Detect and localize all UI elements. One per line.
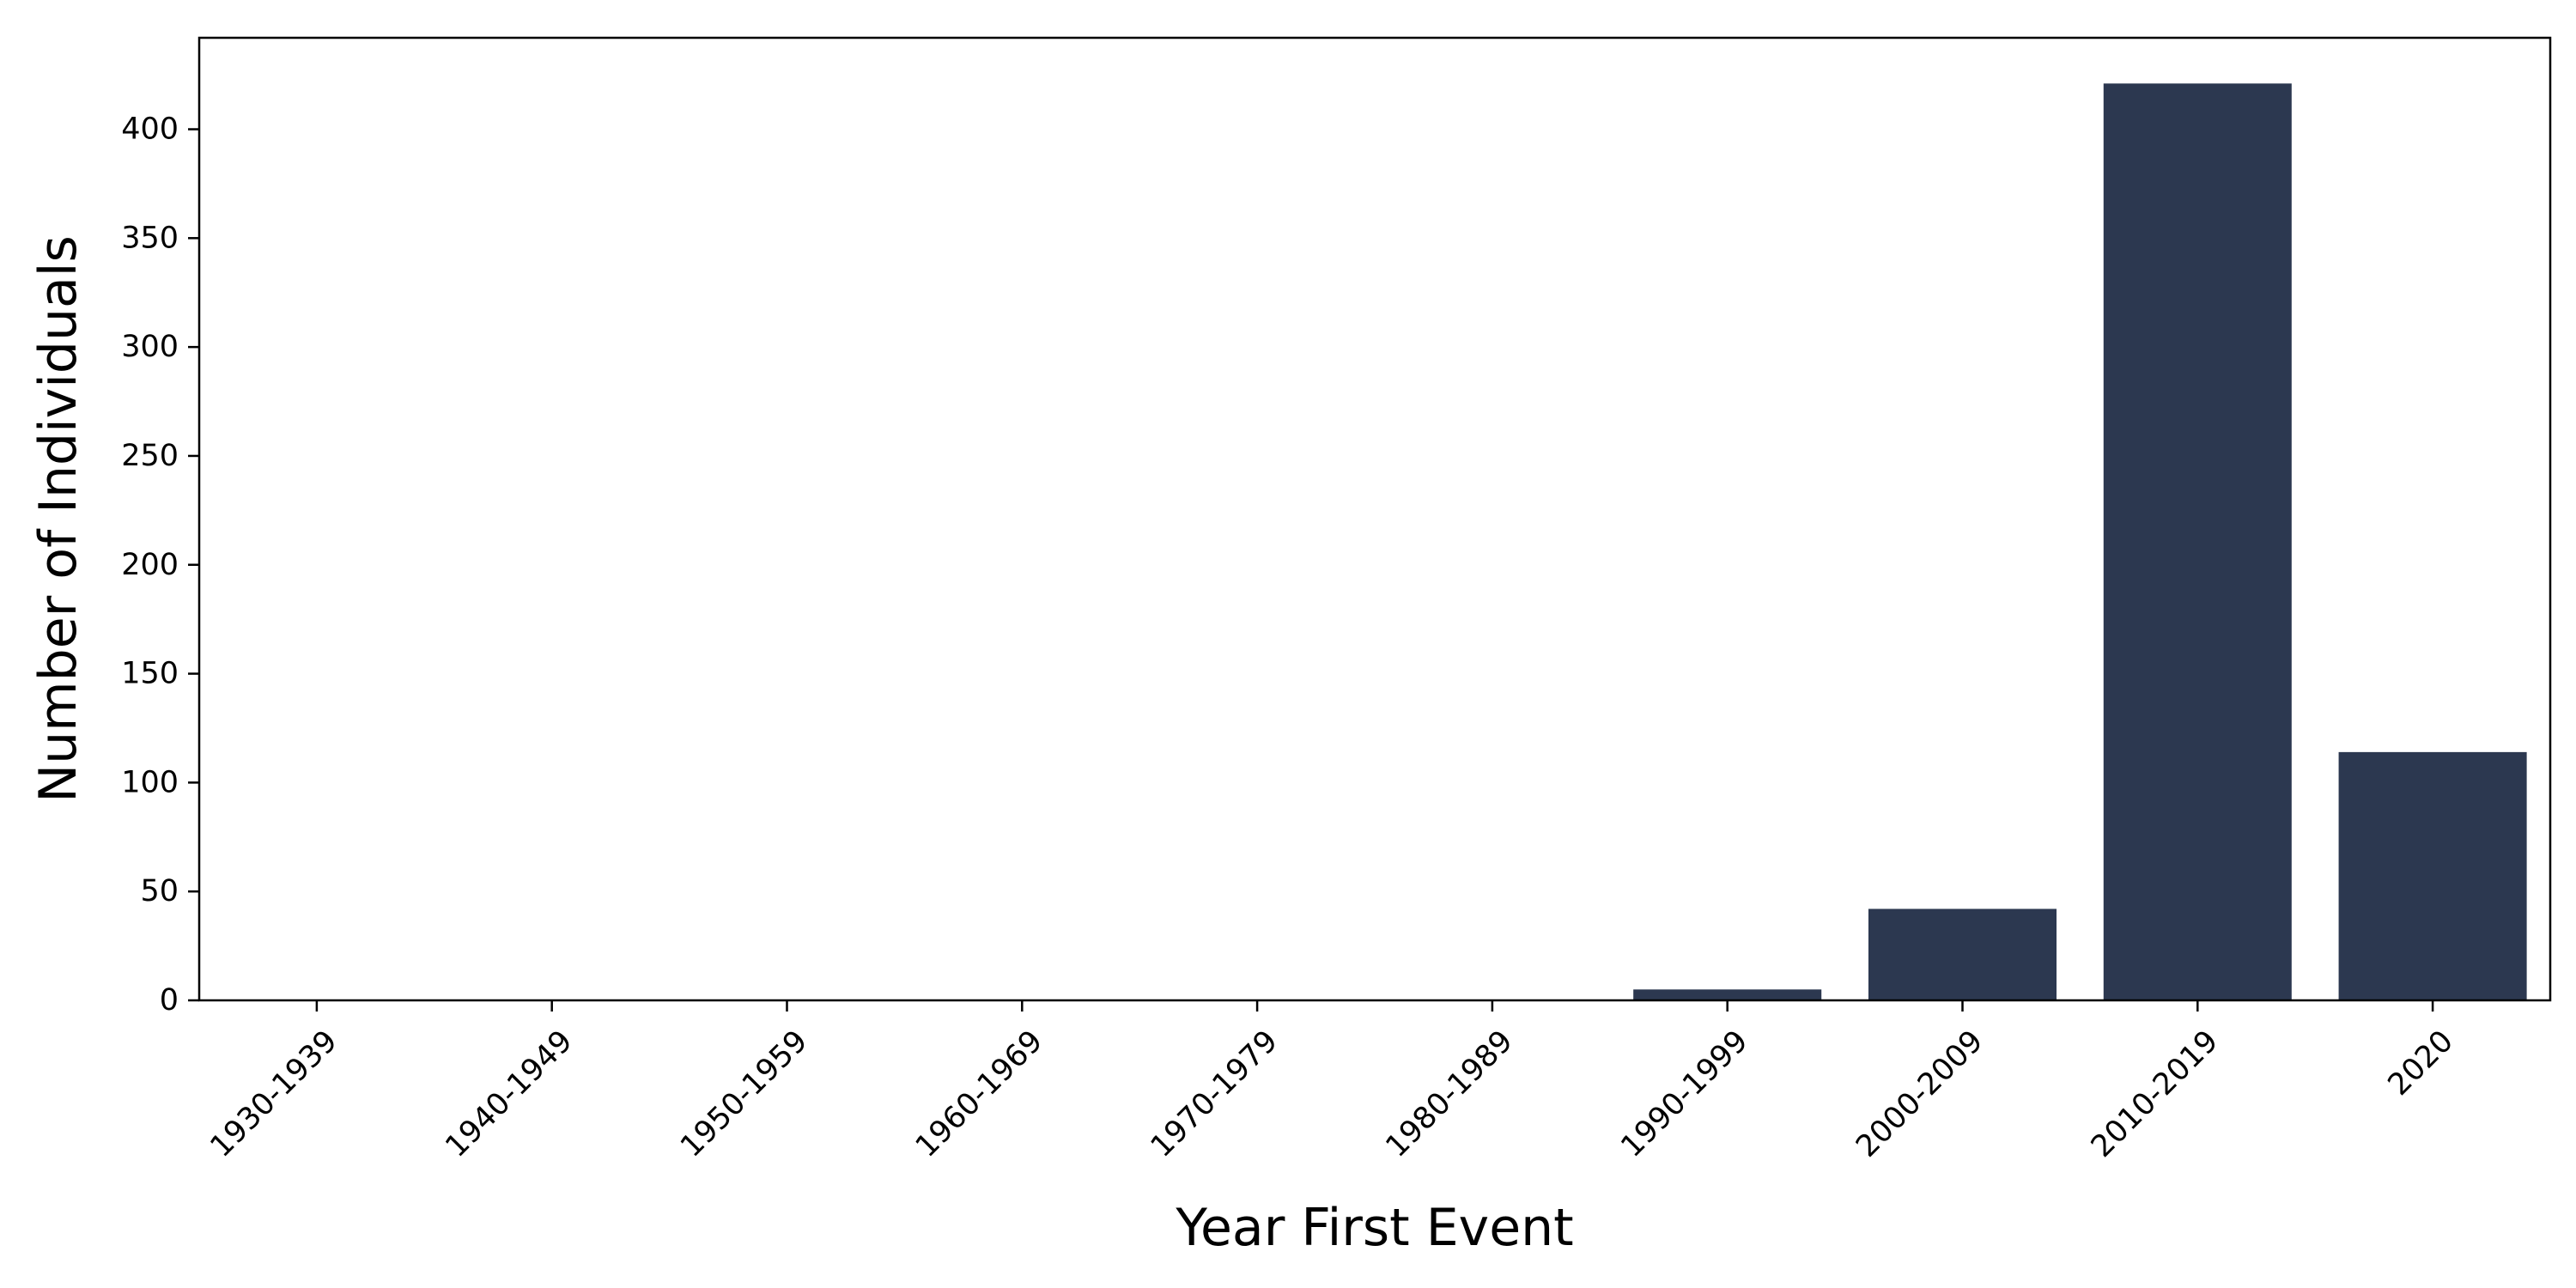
y-tick-label: 350 — [121, 221, 179, 255]
x-tick-label: 2010-2019 — [2085, 1024, 2225, 1164]
y-tick-label: 300 — [121, 330, 179, 364]
bar-2010-2019 — [2103, 83, 2292, 1001]
y-tick-label: 400 — [121, 112, 179, 147]
x-tick-label: 1970-1979 — [1145, 1024, 1285, 1164]
y-tick-label: 0 — [160, 983, 179, 1018]
x-tick-label: 2000-2009 — [1850, 1024, 1990, 1164]
x-tick-label: 2020 — [2382, 1024, 2460, 1103]
x-tick-label: 1950-1959 — [674, 1024, 814, 1164]
y-tick-label: 250 — [121, 439, 179, 473]
x-axis: 1930-1939 1940-1949 1950-1959 1960-1969 1970… — [204, 1000, 2460, 1164]
y-tick-label: 150 — [121, 657, 179, 691]
x-tick-label: 1990-1999 — [1614, 1024, 1754, 1164]
y-tick-label: 100 — [121, 765, 179, 799]
x-axis-title: Year First Event — [1175, 1198, 1573, 1258]
y-axis-title: Number of Individuals — [28, 235, 88, 802]
y-tick-label: 50 — [140, 874, 179, 908]
x-tick-label: 1930-1939 — [204, 1024, 344, 1164]
y-axis: 0 50 100 150 200 250 300 350 400 — [121, 112, 199, 1018]
x-tick-label: 1980-1989 — [1380, 1024, 1520, 1164]
bar-2020 — [2338, 751, 2527, 1000]
bar-1990-1999 — [1633, 989, 1822, 1000]
y-tick-label: 200 — [121, 548, 179, 582]
x-tick-label: 1940-1949 — [439, 1024, 579, 1164]
plot-frame — [197, 36, 2552, 1002]
bars-group — [1633, 83, 2527, 1001]
x-tick-label: 1960-1969 — [909, 1024, 1049, 1164]
bar-2000-2009 — [1868, 908, 2057, 1000]
